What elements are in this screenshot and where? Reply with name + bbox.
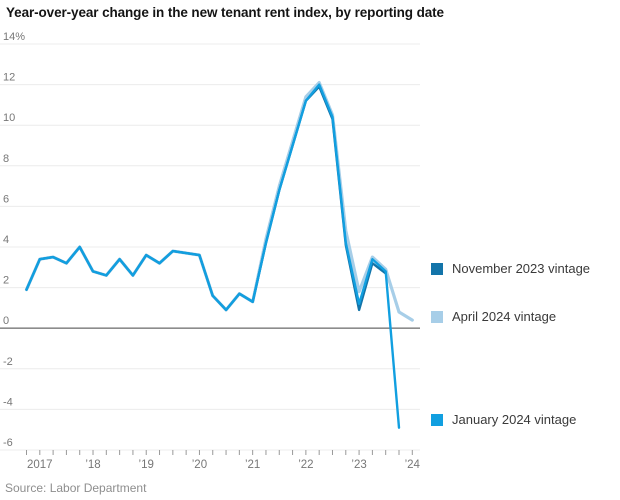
legend-label: April 2024 vintage [452,309,557,324]
y-axis-label: 8 [3,153,9,165]
x-axis-label: ’22 [298,459,313,471]
y-axis-label: -4 [3,396,13,408]
legend-item-november-2023-vintage: November 2023 vintage [431,261,590,276]
y-axis-label: 6 [3,193,9,205]
x-axis-label: ’23 [351,459,366,471]
legend-label: January 2024 vintage [452,412,577,427]
y-axis-label: -6 [3,437,13,449]
x-axis-label: ’24 [405,459,421,471]
y-axis-label: 12 [3,72,15,84]
x-axis-label: ’20 [192,459,207,471]
y-axis-label: 2 [3,275,9,287]
x-axis-label: ’18 [85,459,100,471]
y-axis-label: 4 [3,234,9,246]
series-line-january_2024 [25,83,401,429]
source-attribution: Source: Labor Department [5,481,147,495]
chart-title: Year-over-year change in the new tenant … [6,5,444,20]
legend-label: November 2023 vintage [452,261,591,276]
y-axis-label: 10 [3,112,15,124]
x-axis-label: ’19 [139,459,154,471]
legend-swatch-icon [431,262,443,275]
y-axis-label: -2 [3,356,13,368]
y-axis-label: 0 [3,315,9,327]
legend-item-january-2024-vintage: January 2024 vintage [431,412,576,427]
x-axis-label: ’21 [245,459,260,471]
legend-swatch-icon [431,413,443,426]
legend-swatch-icon [431,310,443,323]
x-axis-label: 2017 [27,459,53,471]
legend-item-april-2024-vintage: April 2024 vintage [431,309,556,324]
y-axis-label: 14% [3,31,25,43]
